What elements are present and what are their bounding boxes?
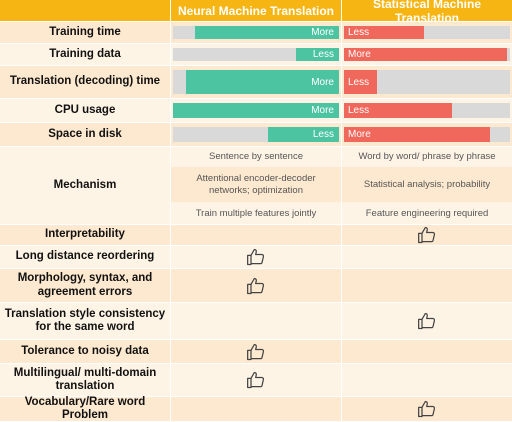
header-nmt: Neural Machine Translation [170,0,341,21]
nmt-bar-cell: More [170,22,341,43]
smt-bar-cell: More [341,123,512,146]
bar-row: Translation (decoding) time More Less [0,66,512,99]
mechanism-row: Mechanism Sentence by sentence Attentional… [0,147,512,225]
smt-cell [341,303,512,339]
bar-track: Less [173,48,339,61]
smt-cell [341,364,512,396]
thumb-row: Vocabulary/Rare word Problem [0,395,512,422]
row-label: Interpretability [45,228,125,241]
bar-track: More [344,127,510,142]
thumb-row: Tolerance to noisy data [0,340,512,364]
bar-track: Less [173,127,339,142]
smt-mechanism-text: Feature engineering required [341,202,512,225]
row-label: Translation (decoding) time [9,75,161,88]
nmt-mechanism-text: Sentence by sentence [170,147,341,167]
smt-mechanism-text: Word by word/ phrase by phrase [341,147,512,167]
nmt-mechanism-text: Attentional encoder-decoder networks; op… [170,167,341,202]
thumbs-up-icon [247,343,265,360]
row-label: Morphology, syntax, and agreement errors [17,272,153,298]
bar-row: CPU usage More Less [0,99,512,123]
thumb-row: Translation style consistency for the sa… [0,303,512,340]
bar-row: Space in disk Less More [0,123,512,147]
thumbs-up-icon [247,371,265,389]
thumb-row: Morphology, syntax, and agreement errors [0,269,512,303]
row-label: Translation style consistency for the sa… [4,307,166,333]
row-label: Tolerance to noisy data [21,344,149,357]
thumbs-up-icon [247,248,265,266]
smt-bar: More [344,127,491,142]
bar-track: More [173,103,339,118]
thumbs-up-icon [418,312,436,330]
nmt-bar: More [194,26,339,39]
smt-bar-cell: Less [341,22,512,43]
thumb-row: Long distance reordering [0,246,512,269]
nmt-bar: More [186,70,339,94]
row-label: Space in disk [48,127,122,140]
bar-track: More [173,70,339,94]
bar-track: More [173,26,339,39]
nmt-bar: More [173,103,339,118]
smt-cell [341,225,512,245]
bar-track: Less [344,103,510,118]
bar-track: Less [344,70,510,94]
smt-mechanism-text: Statistical analysis; probability [341,167,512,202]
smt-cell [341,246,512,268]
smt-bar: More [344,48,507,61]
thumb-row: Interpretability [0,225,512,246]
nmt-bar-cell: More [170,99,341,122]
smt-bar-cell: Less [341,99,512,122]
row-label: Multilingual/ multi-domain translation [13,366,157,392]
smt-cell [341,269,512,302]
thumbs-up-icon [247,277,265,294]
bar-row: Training data Less More [0,44,512,66]
smt-bar: Less [344,103,452,118]
row-label: Training data [49,47,121,60]
nmt-cell [170,364,341,396]
row-label: Vocabulary/Rare word Problem [24,395,146,421]
row-label: Training time [49,25,121,38]
nmt-bar-cell: More [170,66,341,98]
bar-track: Less [344,26,510,39]
nmt-cell [170,303,341,339]
smt-cell [341,397,512,421]
bar-track: More [344,48,510,61]
smt-bar-cell: More [341,44,512,65]
nmt-cell [170,340,341,363]
nmt-bar-cell: Less [170,44,341,65]
thumb-row: Multilingual/ multi-domain translation [0,364,512,397]
nmt-bar-cell: Less [170,123,341,146]
thumbs-up-icon [418,226,436,244]
smt-cell [341,340,512,363]
nmt-bar: Less [267,127,339,142]
header-smt: Statistical Machine Translation [341,0,512,25]
smt-bar: Less [344,70,378,94]
row-label: Mechanism [53,178,117,191]
smt-bar: Less [344,26,424,39]
thumbs-up-icon [418,400,436,418]
row-label: CPU usage [54,103,116,116]
nmt-cell [170,397,341,421]
nmt-cell [170,246,341,268]
nmt-bar: Less [295,48,339,61]
header-row: Neural Machine Translation Statistical M… [0,0,512,25]
row-label: Long distance reordering [15,250,155,263]
nmt-cell [170,225,341,245]
header-empty-cell [0,0,170,21]
bar-row: Training time More Less [0,22,512,44]
nmt-mechanism-text: Train multiple features jointly [170,202,341,225]
smt-bar-cell: Less [341,66,512,98]
nmt-cell [170,269,341,302]
